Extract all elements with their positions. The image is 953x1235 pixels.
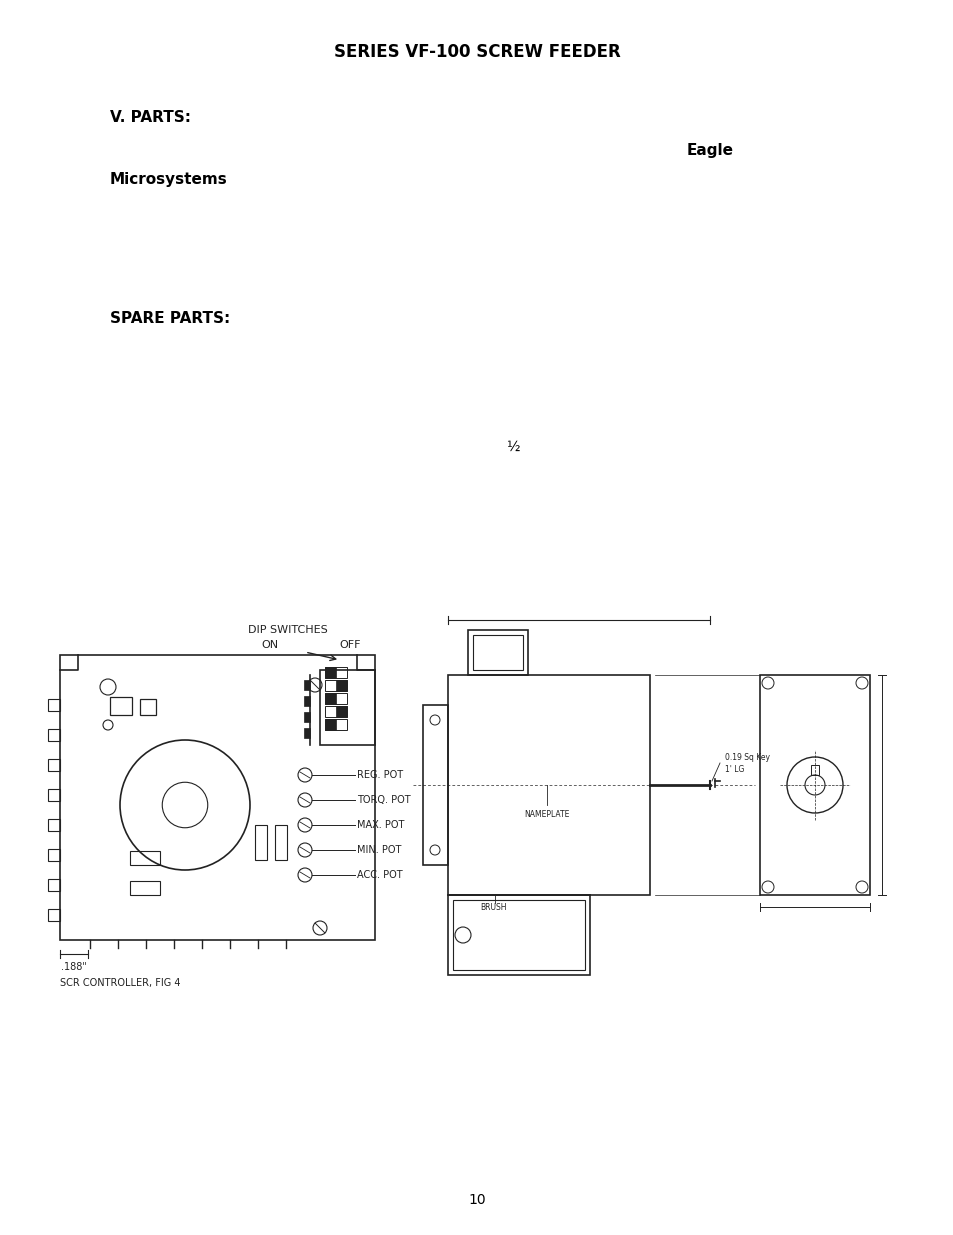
Text: 0.19 Sq Key: 0.19 Sq Key: [724, 752, 769, 762]
Bar: [325, 667, 335, 678]
Text: ACC. POT: ACC. POT: [356, 869, 402, 881]
Text: SCR CONTROLLER, FIG 4: SCR CONTROLLER, FIG 4: [60, 978, 180, 988]
Bar: [473, 635, 522, 671]
Text: V. PARTS:: V. PARTS:: [110, 110, 191, 125]
Text: OFF: OFF: [339, 640, 360, 650]
Bar: [140, 699, 156, 715]
Bar: [760, 676, 869, 895]
Text: NAMEPLATE: NAMEPLATE: [524, 810, 569, 819]
Bar: [304, 697, 310, 706]
Bar: [325, 719, 335, 730]
Text: 1' LG: 1' LG: [724, 764, 743, 773]
Text: REG. POT: REG. POT: [356, 769, 403, 781]
Text: Microsystems: Microsystems: [110, 172, 227, 186]
Bar: [110, 697, 132, 715]
Bar: [274, 825, 287, 860]
Bar: [325, 693, 335, 704]
Bar: [130, 851, 160, 864]
Text: .188": .188": [61, 962, 87, 972]
Bar: [325, 719, 347, 730]
Bar: [325, 693, 347, 704]
Bar: [335, 706, 347, 718]
Bar: [325, 680, 347, 692]
Text: Eagle: Eagle: [686, 143, 733, 158]
Bar: [453, 900, 584, 969]
Text: ½: ½: [505, 440, 518, 454]
Text: SPARE PARTS:: SPARE PARTS:: [110, 311, 230, 326]
Bar: [304, 727, 310, 739]
Bar: [448, 676, 649, 895]
Text: MAX. POT: MAX. POT: [356, 820, 404, 830]
Text: DIP SWITCHES: DIP SWITCHES: [248, 625, 328, 635]
Bar: [325, 706, 347, 718]
Bar: [422, 705, 448, 864]
Bar: [130, 881, 160, 895]
Bar: [254, 825, 267, 860]
Bar: [319, 671, 375, 745]
Bar: [468, 630, 527, 676]
Bar: [448, 895, 589, 974]
Bar: [325, 667, 347, 678]
Text: MIN. POT: MIN. POT: [356, 845, 401, 855]
Bar: [810, 764, 818, 776]
Text: SERIES VF-100 SCREW FEEDER: SERIES VF-100 SCREW FEEDER: [334, 43, 619, 61]
Text: BRUSH: BRUSH: [479, 903, 506, 911]
Bar: [304, 713, 310, 722]
Bar: [304, 680, 310, 690]
Text: ON: ON: [261, 640, 278, 650]
Text: 10: 10: [468, 1193, 485, 1208]
Bar: [335, 680, 347, 692]
Text: TORQ. POT: TORQ. POT: [356, 795, 410, 805]
